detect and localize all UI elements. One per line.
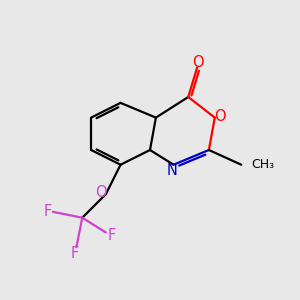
Text: O: O bbox=[96, 185, 107, 200]
Text: CH₃: CH₃ bbox=[252, 158, 275, 171]
Text: F: F bbox=[108, 228, 116, 243]
Text: N: N bbox=[167, 163, 178, 178]
Text: O: O bbox=[214, 109, 226, 124]
Text: O: O bbox=[192, 55, 203, 70]
Text: F: F bbox=[71, 246, 79, 261]
Text: F: F bbox=[44, 204, 52, 219]
